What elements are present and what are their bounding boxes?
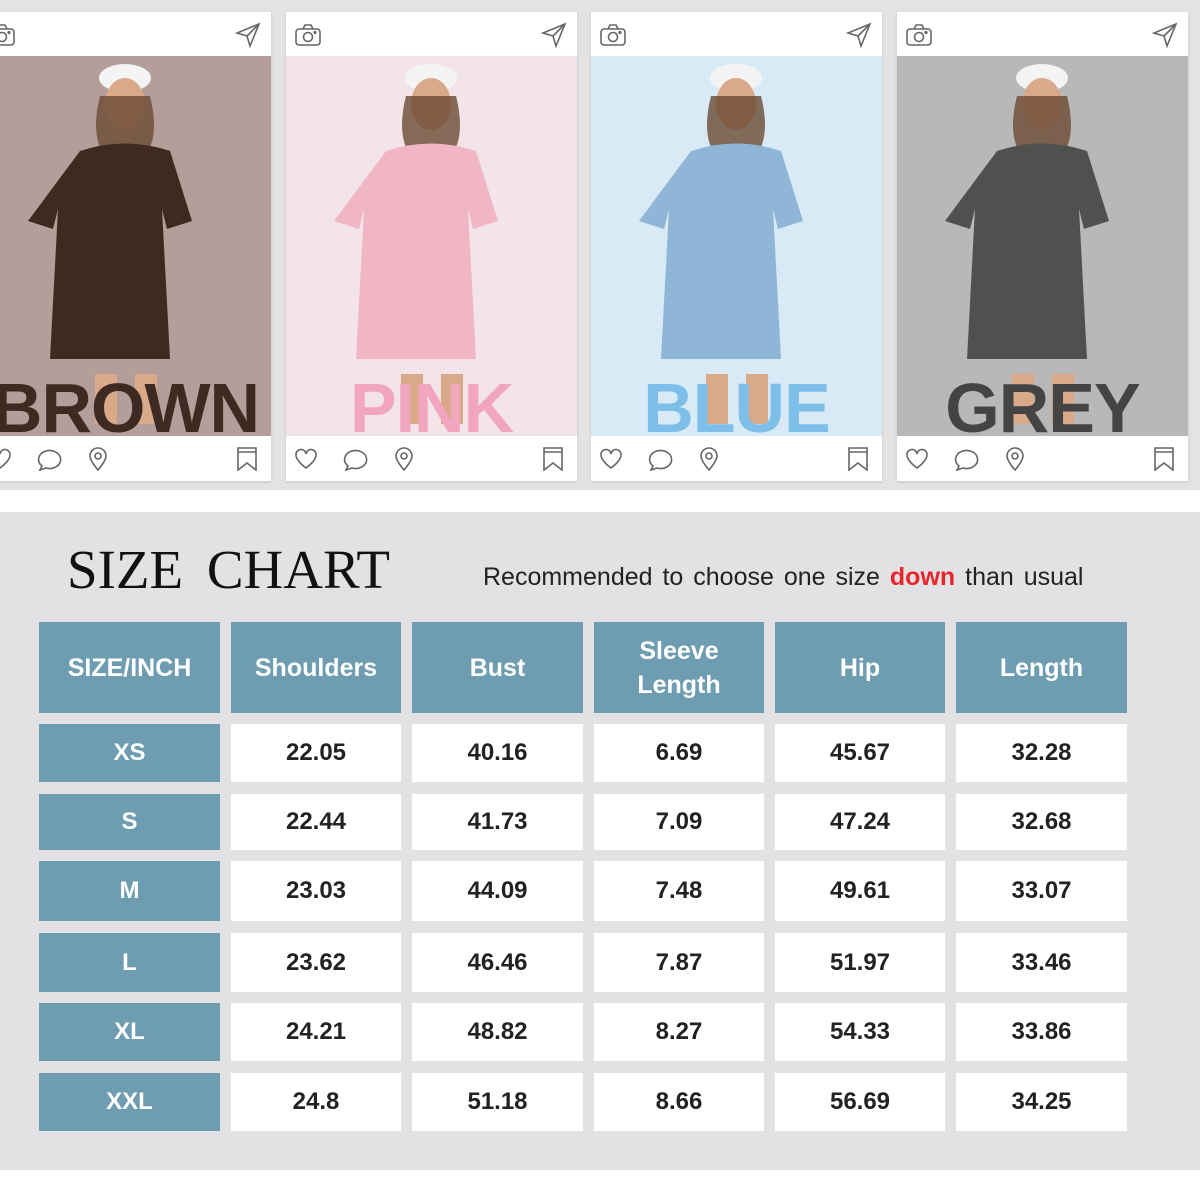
table-value-cell: 41.73 <box>412 794 583 850</box>
color-name-label: PINK <box>349 369 514 436</box>
table-value-cell: 51.18 <box>412 1073 583 1131</box>
color-name-label: BLUE <box>643 369 831 436</box>
size-chart-title: SIZE CHART <box>67 539 390 600</box>
heart-icon[interactable] <box>294 448 318 475</box>
table-value-cell: 7.09 <box>594 794 764 850</box>
send-icon[interactable] <box>1151 22 1178 53</box>
card-footer <box>591 436 882 481</box>
camera-icon[interactable] <box>600 24 626 51</box>
send-icon[interactable] <box>845 22 872 53</box>
table-value-cell: 23.03 <box>231 861 401 921</box>
table-value-cell: 22.44 <box>231 794 401 850</box>
card-header <box>591 12 882 56</box>
comment-icon[interactable] <box>37 447 63 476</box>
camera-icon[interactable] <box>295 24 321 51</box>
camera-icon[interactable] <box>906 24 932 51</box>
table-value-cell: 44.09 <box>412 861 583 921</box>
table-value-cell: 22.05 <box>231 724 401 782</box>
table-value-cell: 7.87 <box>594 933 764 992</box>
table-value-cell: 24.21 <box>231 1003 401 1061</box>
location-pin-icon[interactable] <box>88 447 108 476</box>
table-value-cell: 51.97 <box>775 933 945 992</box>
location-pin-icon[interactable] <box>394 447 414 476</box>
size-recommendation-note: Recommended to choose one size down than… <box>483 563 1084 592</box>
table-value-cell: 47.24 <box>775 794 945 850</box>
comment-icon[interactable] <box>954 447 980 476</box>
size-label-cell: XXL <box>39 1073 220 1131</box>
table-header-cell: Hip <box>775 622 945 713</box>
table-value-cell: 48.82 <box>412 1003 583 1061</box>
table-value-cell: 33.86 <box>956 1003 1127 1061</box>
table-value-cell: 49.61 <box>775 861 945 921</box>
table-value-cell: 6.69 <box>594 724 764 782</box>
product-photo: GREY <box>897 56 1188 436</box>
product-card-pink[interactable]: PINK <box>286 12 577 481</box>
table-value-cell: 45.67 <box>775 724 945 782</box>
table-value-cell: 7.48 <box>594 861 764 921</box>
table-header-cell: SIZE/INCH <box>39 622 220 713</box>
camera-icon[interactable] <box>0 24 15 51</box>
size-label-cell: L <box>39 933 220 992</box>
model-silhouette <box>945 64 1109 424</box>
product-photo: BLUE <box>591 56 882 436</box>
product-card-grey[interactable]: GREY <box>897 12 1188 481</box>
product-photo: PINK <box>286 56 577 436</box>
heart-icon[interactable] <box>599 448 623 475</box>
model-silhouette <box>334 64 498 424</box>
card-footer <box>0 436 271 481</box>
table-value-cell: 34.25 <box>956 1073 1127 1131</box>
table-value-cell: 56.69 <box>775 1073 945 1131</box>
location-pin-icon[interactable] <box>1005 447 1025 476</box>
product-card-brown[interactable]: BROWN <box>0 12 271 481</box>
bookmark-icon[interactable] <box>236 447 258 476</box>
table-value-cell: 32.28 <box>956 724 1127 782</box>
model-silhouette <box>28 64 192 424</box>
table-value-cell: 23.62 <box>231 933 401 992</box>
size-label-cell: S <box>39 794 220 850</box>
comment-icon[interactable] <box>343 447 369 476</box>
send-icon[interactable] <box>234 22 261 53</box>
table-header-cell: Shoulders <box>231 622 401 713</box>
note-highlight: down <box>889 563 956 591</box>
color-name-label: GREY <box>945 369 1140 436</box>
size-label-cell: M <box>39 861 220 921</box>
bookmark-icon[interactable] <box>1153 447 1175 476</box>
table-value-cell: 8.27 <box>594 1003 764 1061</box>
table-value-cell: 33.46 <box>956 933 1127 992</box>
card-footer <box>286 436 577 481</box>
send-icon[interactable] <box>540 22 567 53</box>
table-value-cell: 40.16 <box>412 724 583 782</box>
card-header <box>0 12 271 56</box>
card-header <box>286 12 577 56</box>
bookmark-icon[interactable] <box>847 447 869 476</box>
table-value-cell: 46.46 <box>412 933 583 992</box>
comment-icon[interactable] <box>648 447 674 476</box>
note-text: Recommended to choose one size <box>483 563 890 591</box>
model-silhouette <box>639 64 803 424</box>
size-label-cell: XL <box>39 1003 220 1061</box>
table-value-cell: 32.68 <box>956 794 1127 850</box>
card-footer <box>897 436 1188 481</box>
table-value-cell: 8.66 <box>594 1073 764 1131</box>
note-text-end: than usual <box>955 563 1084 591</box>
product-photo: BROWN <box>0 56 271 436</box>
location-pin-icon[interactable] <box>699 447 719 476</box>
table-value-cell: 54.33 <box>775 1003 945 1061</box>
table-value-cell: 33.07 <box>956 861 1127 921</box>
bookmark-icon[interactable] <box>542 447 564 476</box>
product-card-blue[interactable]: BLUE <box>591 12 882 481</box>
table-header-cell: Sleeve Length <box>594 622 764 713</box>
table-value-cell: 24.8 <box>231 1073 401 1131</box>
color-name-label: BROWN <box>0 369 260 436</box>
heart-icon[interactable] <box>905 448 929 475</box>
heart-icon[interactable] <box>0 448 12 475</box>
table-header-cell: Bust <box>412 622 583 713</box>
table-header-cell: Length <box>956 622 1127 713</box>
size-label-cell: XS <box>39 724 220 782</box>
card-header <box>897 12 1188 56</box>
